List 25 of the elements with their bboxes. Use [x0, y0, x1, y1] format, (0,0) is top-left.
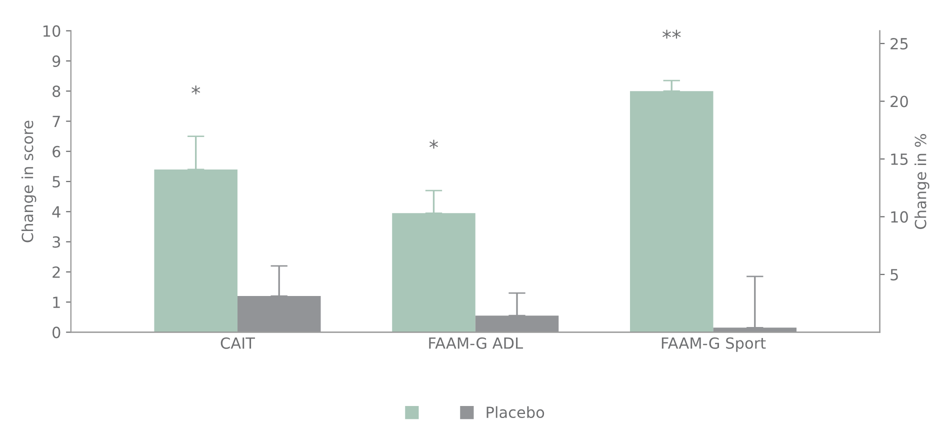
y-tick-label: 9 — [52, 55, 60, 67]
annotation: * — [429, 140, 438, 149]
y-axis-title: Change in score — [21, 120, 36, 242]
y-tick-label: 0 — [52, 326, 60, 338]
y-tick-label: 5 — [52, 176, 60, 188]
y-tick-label: 6 — [52, 146, 60, 158]
annotation: ** — [662, 30, 681, 39]
y-tick-label: 7 — [52, 116, 60, 128]
y2-tick-label: 20 — [890, 96, 908, 108]
y-tick-label: 8 — [52, 86, 60, 98]
y-tick-label: 3 — [52, 236, 60, 248]
y-tick-label: 10 — [43, 25, 60, 37]
x-tick-label: FAAM-G ADL — [429, 337, 523, 349]
y2-axis-title: Change in % — [914, 134, 930, 229]
y-tick-label: 1 — [53, 296, 60, 308]
x-tick-label: FAAM-G Sport — [662, 337, 766, 352]
y2-tick-label: 5 — [890, 269, 898, 280]
legend-label: Placebo — [486, 406, 544, 418]
y2-tick-label: 15 — [891, 154, 908, 166]
x-tick-label: CAIT — [220, 337, 255, 349]
y-tick-label: 2 — [52, 266, 60, 278]
annotation: * — [192, 86, 200, 94]
y2-tick-label: 10 — [891, 211, 908, 223]
y-tick-label: 4 — [52, 206, 60, 218]
y2-tick-label: 25 — [890, 38, 908, 50]
